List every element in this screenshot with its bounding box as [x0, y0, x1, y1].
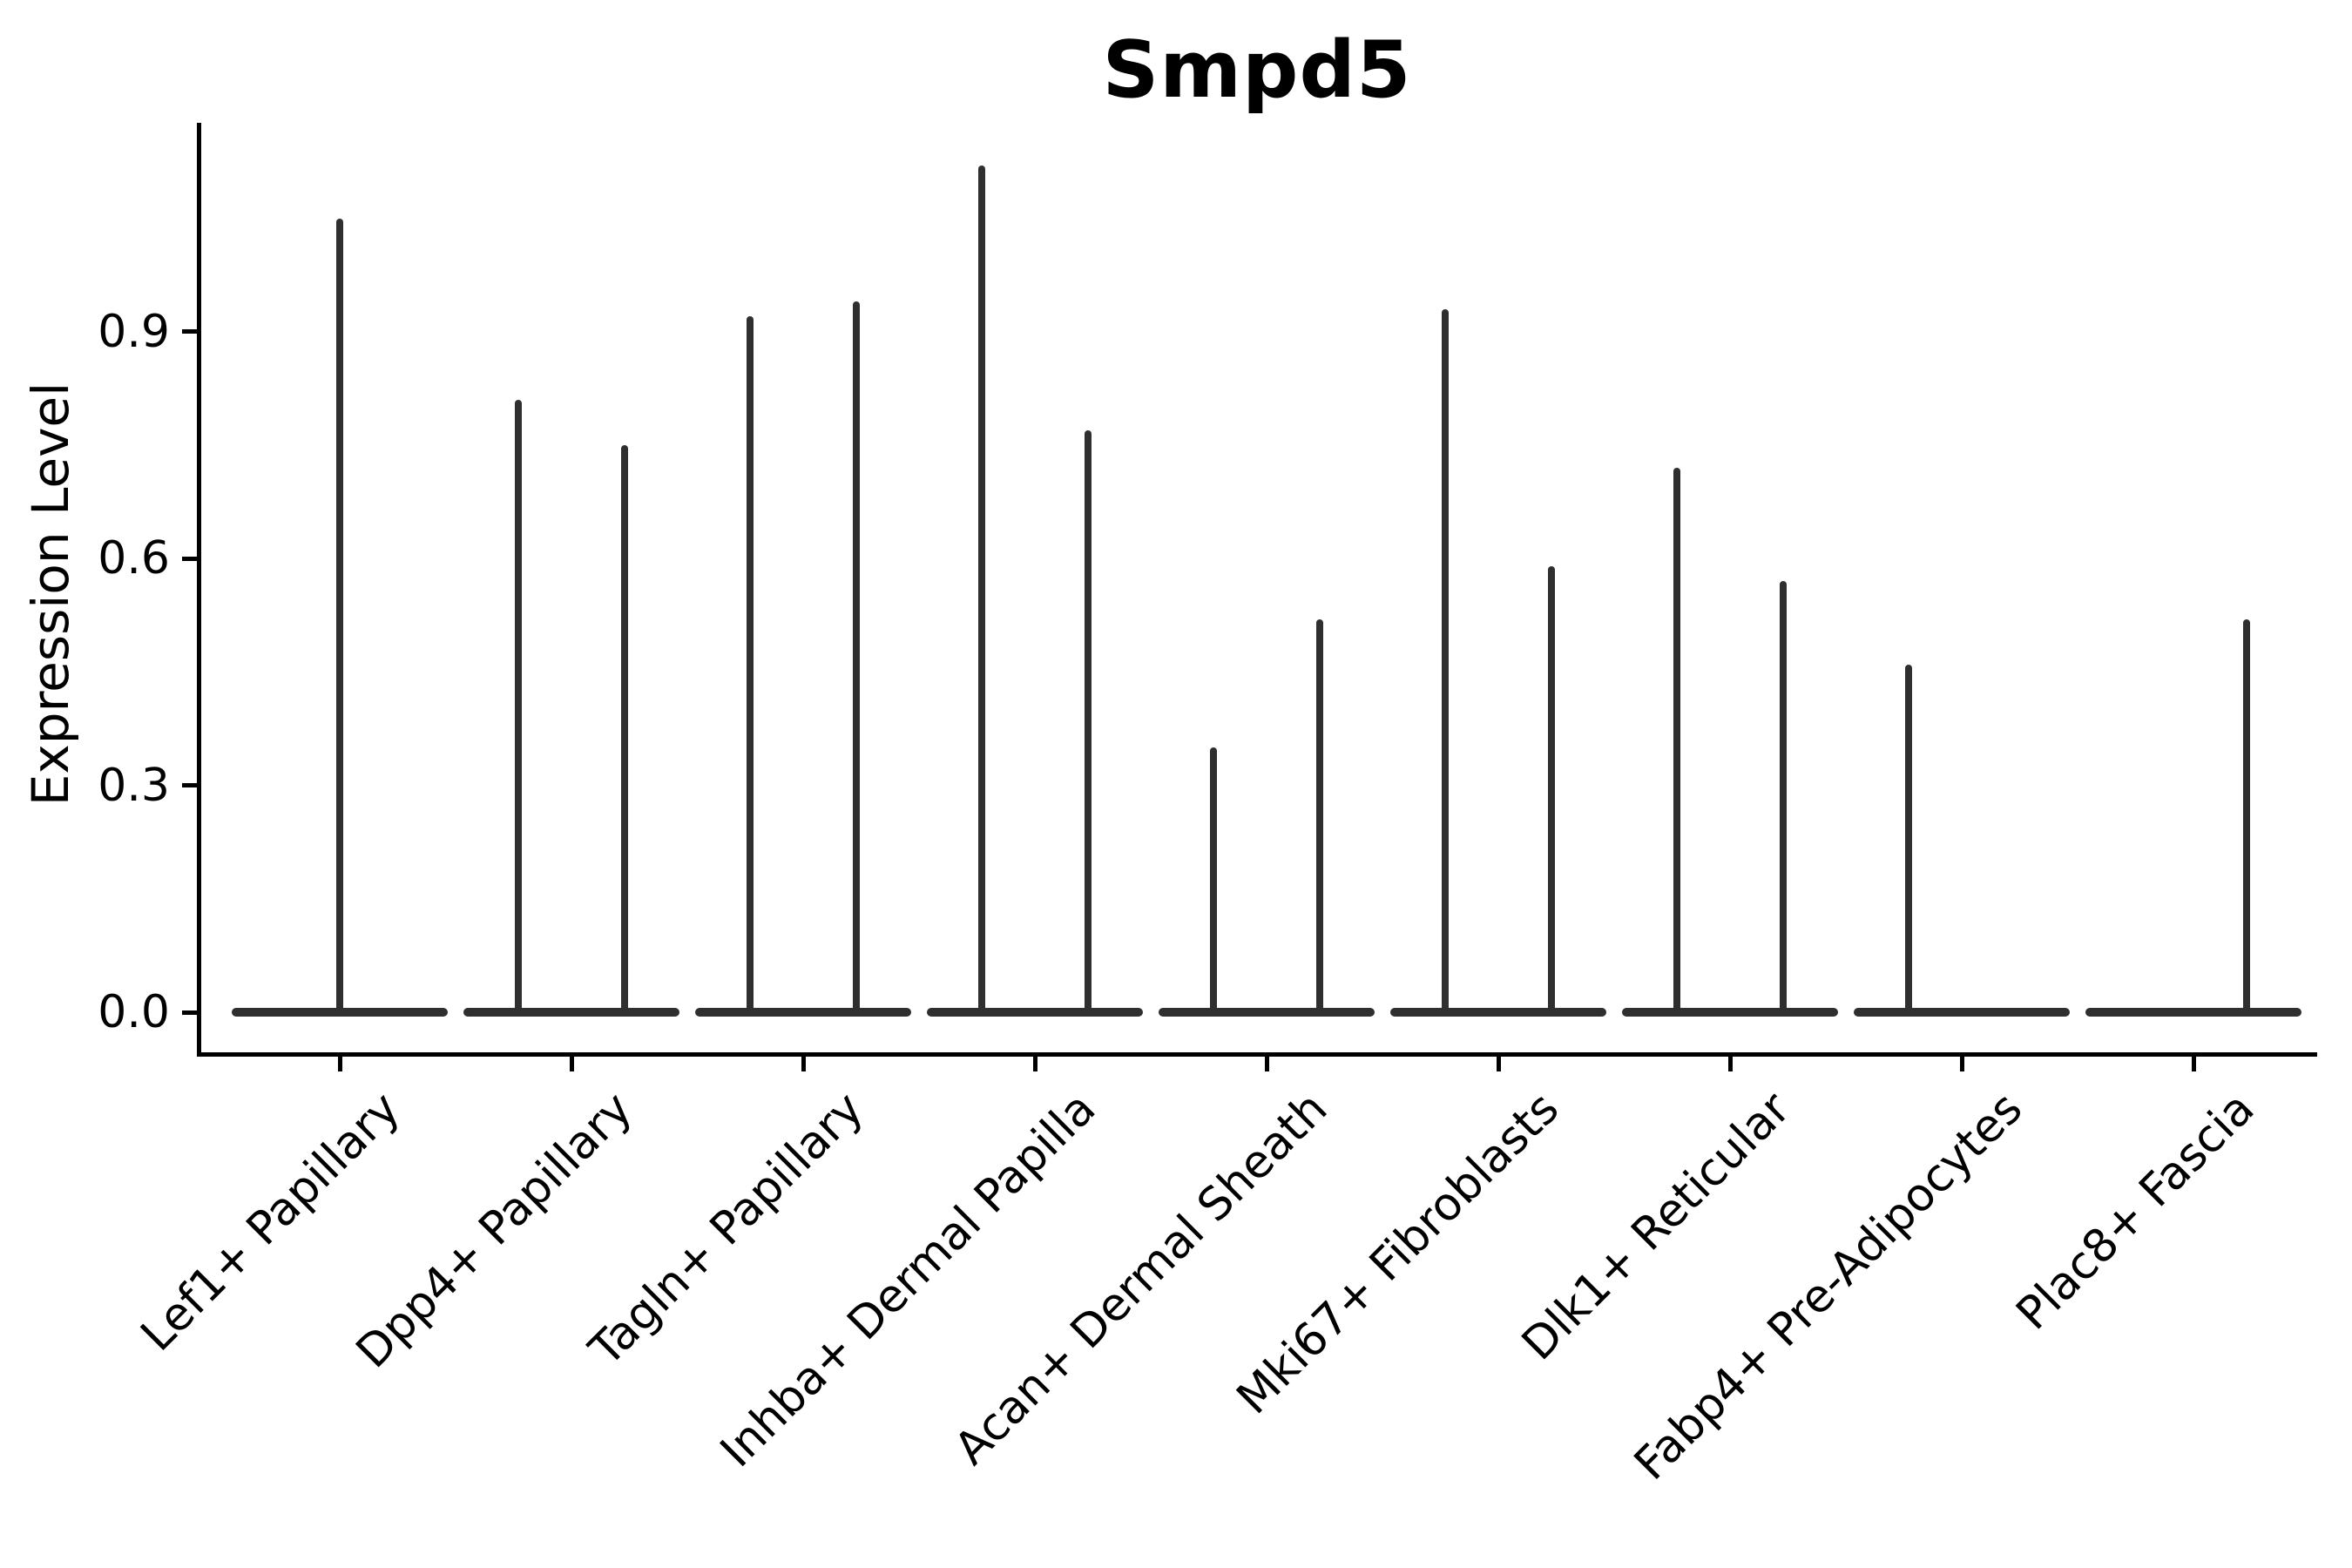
x-tick: [801, 1057, 806, 1071]
x-tick: [1264, 1057, 1269, 1071]
y-tick-label: 0.9: [98, 305, 170, 358]
y-tick-label: 0.3: [98, 759, 170, 812]
violin-base: [927, 1008, 1143, 1017]
chart-title: Smpd5: [1102, 24, 1412, 116]
y-tick: [182, 556, 197, 561]
y-tick-label: 0.6: [98, 532, 170, 585]
x-tick: [1727, 1057, 1733, 1071]
violin-spike: [2243, 618, 2250, 1012]
violin-spike: [1210, 747, 1217, 1012]
x-tick-label: Inhba+ Dermal Papilla: [710, 1082, 1106, 1478]
violin-base: [2085, 1008, 2301, 1017]
violin-base: [463, 1008, 679, 1017]
x-axis-spine: [197, 1052, 2317, 1057]
violin-spike: [1085, 429, 1092, 1012]
violin-base: [1159, 1008, 1375, 1017]
violin-spike: [1673, 468, 1680, 1012]
violin-spike: [853, 301, 860, 1012]
violin-base: [1390, 1008, 1606, 1017]
x-tick: [1959, 1057, 1964, 1071]
x-tick: [569, 1057, 574, 1071]
violin-base: [232, 1008, 448, 1017]
violin-base: [695, 1008, 911, 1017]
x-tick: [2191, 1057, 2196, 1071]
violin-spike: [1316, 618, 1323, 1012]
y-tick: [182, 329, 197, 335]
x-tick-label: Fabp4+ Pre-Adipocytes: [1624, 1082, 2033, 1490]
violin-spike: [747, 316, 754, 1012]
y-tick: [182, 783, 197, 788]
x-tick-label: Acan+ Dermal Sheath: [944, 1082, 1338, 1476]
violin-spike: [1442, 308, 1449, 1012]
violin-spike: [1548, 565, 1555, 1012]
violin-spike: [1905, 664, 1912, 1012]
violin-base: [1622, 1008, 1838, 1017]
x-tick-label: Plac8+ Fascia: [2006, 1082, 2265, 1341]
y-tick-label: 0.0: [98, 986, 170, 1038]
violin-spike: [336, 218, 343, 1012]
violin-base: [1854, 1008, 2070, 1017]
violin-spike: [515, 399, 522, 1012]
violin-spike: [1780, 581, 1787, 1012]
x-tick: [1496, 1057, 1501, 1071]
violin-spike: [978, 165, 985, 1012]
x-tick: [1032, 1057, 1037, 1071]
y-axis-spine: [197, 123, 201, 1057]
y-tick: [182, 1010, 197, 1015]
x-tick: [337, 1057, 342, 1071]
violin-spike: [621, 445, 628, 1012]
